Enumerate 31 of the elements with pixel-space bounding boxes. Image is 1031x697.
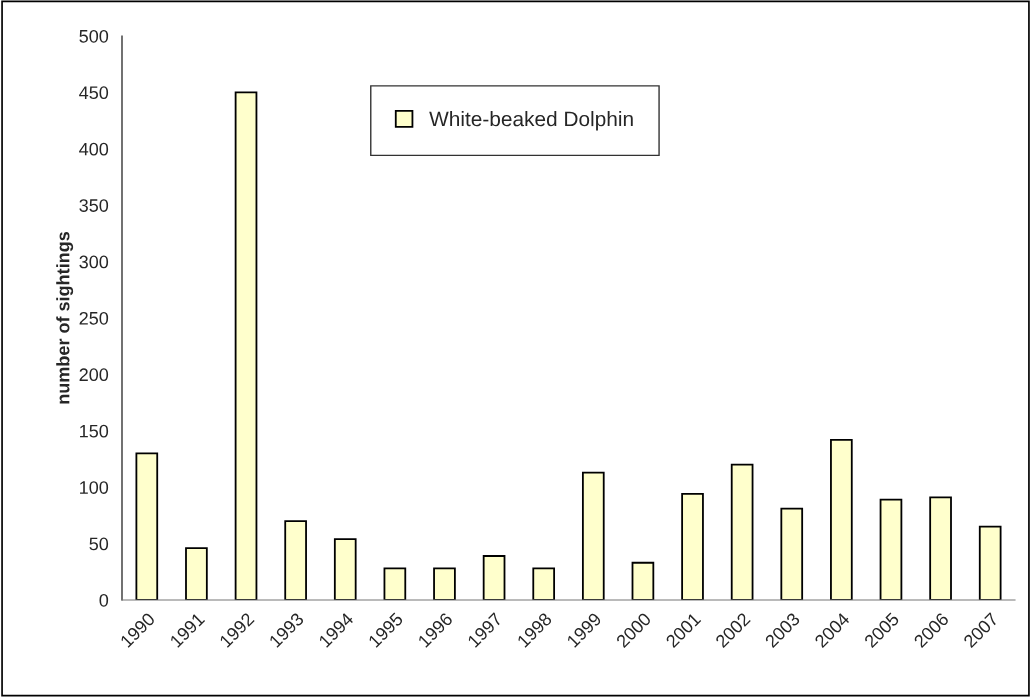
y-tick-label: 500 [79,29,109,43]
y-tick-label: 150 [80,424,109,438]
bar [830,438,853,600]
legend-label: White-beaked Dolphin [429,111,633,131]
bar [929,496,952,600]
bar [631,561,655,600]
bar [978,525,1002,600]
bar [879,498,903,600]
bar [284,520,307,600]
bar [433,567,456,600]
bar [383,567,407,600]
y-tick-label: 350 [79,199,109,212]
y-tick-label: 450 [79,86,109,100]
bar [135,452,159,600]
y-tick-label: 0 [99,593,109,607]
y-tick-label: 100 [80,481,109,494]
y-axis-title: number of sightings [56,231,74,404]
y-tick-label: 300 [79,255,109,269]
bar [185,547,208,600]
bar [234,91,258,600]
bar [482,555,506,600]
y-tick-label: 200 [79,368,109,382]
bar [681,493,704,600]
bar [333,538,357,600]
bar [780,507,804,600]
y-tick-label: 50 [89,537,109,551]
bar [730,463,754,600]
y-tick-label: 250 [79,311,109,325]
bar [581,471,605,600]
y-tick-label: 400 [79,142,109,156]
bar [532,567,556,600]
